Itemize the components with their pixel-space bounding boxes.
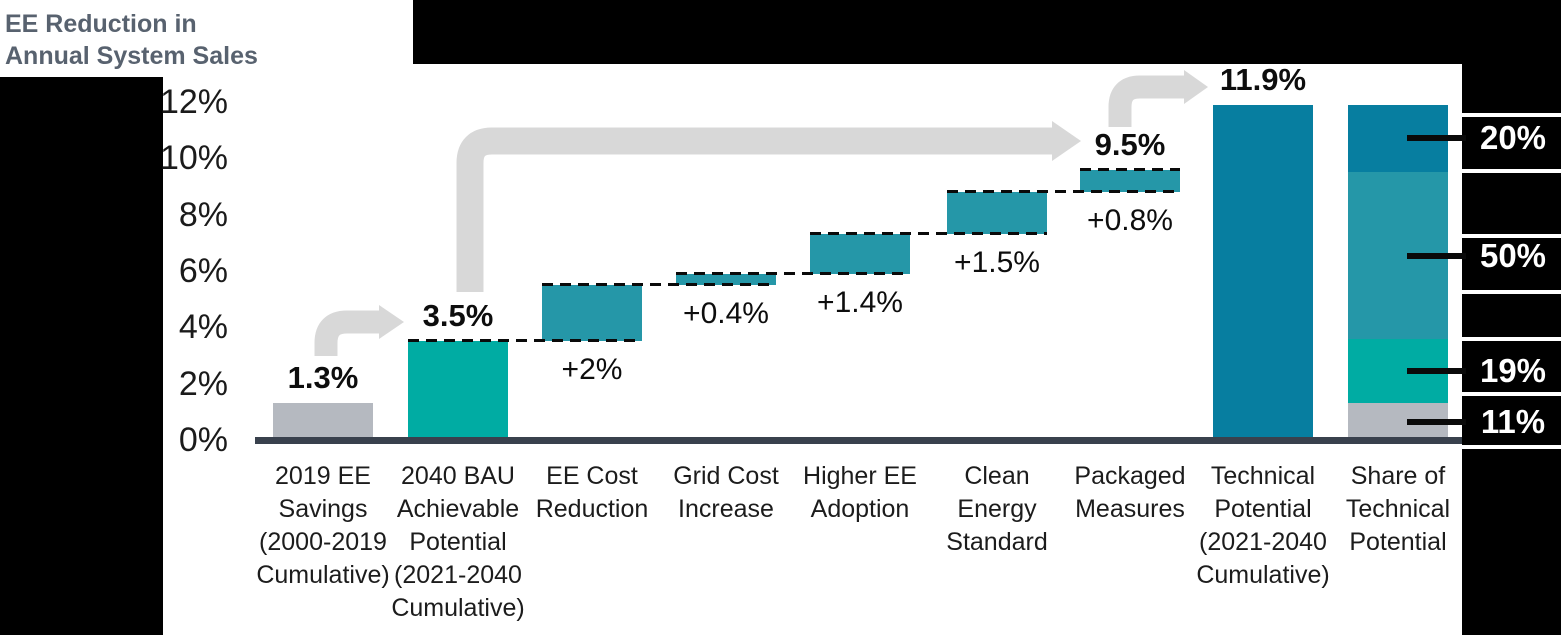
category-label-line: Cumulative): [1196, 561, 1330, 589]
right-label-seam: [1462, 234, 1561, 238]
y-tick-label: 0%: [178, 421, 228, 459]
category-label-line: Grid Cost: [673, 462, 779, 490]
category-label-line: Potential: [1349, 528, 1447, 556]
waterfall-bar: [947, 192, 1047, 235]
chart-title: EE Reduction in Annual System Sales: [5, 8, 258, 72]
y-tick-label: 10%: [159, 139, 228, 178]
chart-title-line1: EE Reduction in: [5, 10, 197, 38]
share-percent-label: 20%: [1479, 119, 1547, 157]
category-label-line: Potential: [409, 528, 507, 556]
category-label-line: EE Cost: [546, 462, 638, 490]
category-label-line: Achievable: [396, 495, 520, 523]
category-label-line: Energy: [957, 495, 1037, 523]
dashed-connector: [1080, 167, 1180, 171]
waterfall-bar: [1213, 104, 1313, 440]
y-tick-label: 2%: [178, 364, 228, 403]
dashed-connector: [947, 190, 1180, 194]
y-tick-label: 8%: [178, 195, 228, 234]
dashed-connector: [810, 232, 1047, 236]
value-label: +1.5%: [954, 246, 1040, 280]
category-label-line: Increase: [678, 495, 774, 523]
left-black-backdrop: [0, 77, 163, 635]
waterfall-bar: [810, 234, 910, 274]
share-callout-line: [1407, 252, 1466, 259]
share-percent-label: 50%: [1479, 236, 1547, 274]
right-label-seam: [1462, 392, 1561, 396]
right-label-seam: [1462, 113, 1561, 117]
value-label: +2%: [561, 353, 623, 387]
share-percent-label: 19%: [1479, 352, 1547, 390]
category-label-line: Cumulative): [256, 561, 390, 589]
category-label-line: Measures: [1075, 495, 1185, 523]
value-label: 3.5%: [422, 298, 494, 334]
category-label-line: Clean: [964, 462, 1030, 490]
waterfall-bar: [542, 285, 642, 342]
category-label-line: Higher EE: [803, 462, 917, 490]
category-label-line: Packaged: [1074, 462, 1186, 490]
value-label: 1.3%: [287, 360, 359, 396]
share-callout-line: [1407, 135, 1466, 142]
category-label-line: 2019 EE: [275, 462, 371, 490]
waterfall-bar: [408, 341, 508, 440]
right-black-backdrop: [1462, 0, 1561, 635]
category-label-line: Share of: [1350, 462, 1446, 490]
category-label-line: Adoption: [810, 495, 910, 523]
category-label-line: Standard: [946, 528, 1048, 556]
share-callout-line: [1407, 418, 1466, 425]
dashed-connector: [676, 271, 910, 275]
y-tick-label: 6%: [178, 251, 228, 290]
y-tick-label: 4%: [178, 308, 228, 347]
value-label: +0.8%: [1087, 204, 1173, 238]
chart-title-line2: Annual System Sales: [5, 42, 258, 70]
category-label-line: Savings: [278, 495, 368, 523]
category-label-line: (2000-2019: [259, 528, 387, 556]
value-label: +0.4%: [683, 297, 769, 331]
summary-value-label: 9.5%: [1094, 126, 1166, 162]
category-label-line: Reduction: [535, 495, 649, 523]
right-label-seam: [1462, 290, 1561, 294]
category-label-line: Technical: [1210, 462, 1316, 490]
waterfall-bar: [273, 403, 373, 440]
x-axis-line: [255, 437, 1462, 444]
y-tick-label: 12%: [159, 82, 228, 121]
dashed-connector: [408, 339, 642, 343]
category-label-line: Technical: [1345, 495, 1451, 523]
category-label-line: (2021-2040: [394, 561, 522, 589]
share-percent-label: 11%: [1480, 402, 1546, 440]
right-label-seam: [1462, 169, 1561, 173]
right-label-seam: [1462, 445, 1561, 449]
category-label-line: Cumulative): [391, 594, 525, 622]
category-label-line: (2021-2040: [1199, 528, 1327, 556]
category-label-line: 2040 BAU: [401, 462, 515, 490]
dashed-connector: [542, 283, 776, 287]
waterfall-bar: [1080, 169, 1180, 193]
category-label-line: Potential: [1214, 495, 1312, 523]
top-black-backdrop: [413, 0, 1561, 64]
right-label-seam: [1462, 337, 1561, 341]
value-label: +1.4%: [817, 285, 903, 319]
value-label: 11.9%: [1219, 61, 1307, 97]
share-callout-line: [1407, 368, 1466, 375]
